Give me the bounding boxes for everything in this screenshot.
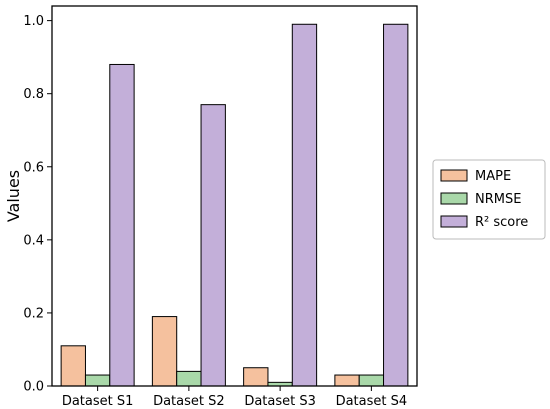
bar-r-score-3 (291, 23, 318, 387)
y-axis-label: Values (4, 170, 23, 222)
bar-mape-4 (334, 374, 360, 387)
legend-swatch (440, 215, 468, 228)
x-tick-label: Dataset S4 (336, 394, 408, 409)
legend-swatch (440, 169, 468, 182)
legend: MAPE NRMSE R² score (432, 159, 546, 240)
bar-r-score-2 (200, 104, 226, 387)
legend-label: MAPE (475, 169, 511, 184)
x-tick-label: Dataset S1 (62, 394, 134, 409)
bar-nrmse-2 (176, 370, 202, 387)
x-tick-label: Dataset S2 (153, 394, 225, 409)
bar-nrmse-4 (358, 374, 385, 387)
y-tick-label: 0.8 (23, 87, 44, 102)
y-tick-label: 0.0 (23, 380, 44, 395)
y-tick-label: 0.4 (23, 233, 44, 248)
bar-mape-3 (243, 367, 269, 387)
bars-layer (60, 23, 409, 387)
legend-label: NRMSE (475, 192, 521, 207)
bar-nrmse-1 (84, 374, 111, 387)
y-axis: 0.0 0.2 0.4 0.6 0.8 1.0 (23, 14, 52, 395)
bar-r-score-4 (383, 23, 409, 387)
legend-swatch (440, 192, 468, 205)
bar-r-score-1 (109, 63, 135, 387)
y-tick-label: 1.0 (23, 14, 44, 29)
y-tick-label: 0.6 (23, 160, 44, 175)
bar-mape-1 (60, 345, 86, 387)
x-tick-label: Dataset S3 (244, 394, 316, 409)
legend-label: R² score (475, 215, 528, 230)
plot-frame (51, 5, 418, 387)
x-axis: Dataset S1 Dataset S2 Dataset S3 Dataset S4 (62, 386, 407, 409)
bar-mape-2 (151, 316, 178, 387)
y-tick-label: 0.2 (23, 306, 44, 321)
